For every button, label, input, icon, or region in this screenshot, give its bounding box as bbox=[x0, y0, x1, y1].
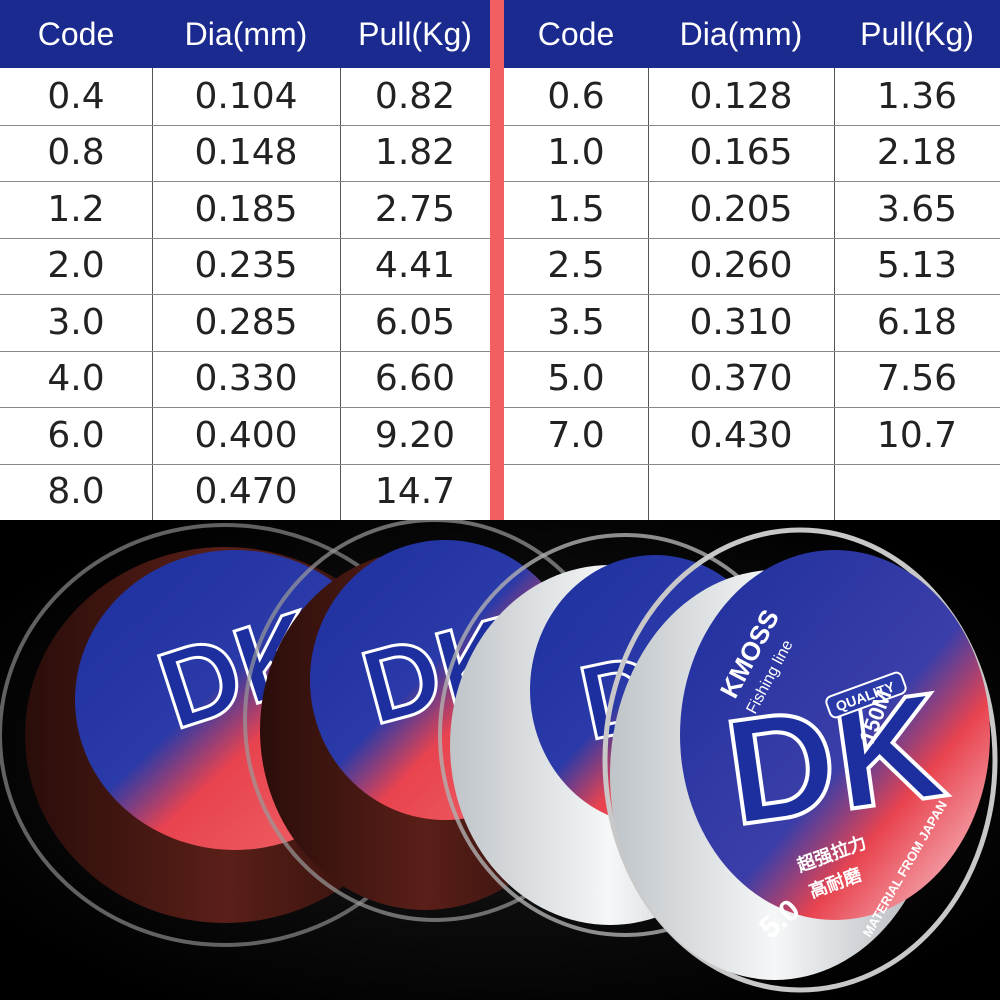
left-cell-pull: 14.7 bbox=[374, 471, 456, 513]
right-cell-code: 1.0 bbox=[547, 132, 605, 174]
left-row-divider bbox=[0, 237, 490, 239]
right-cell-code: 3.5 bbox=[547, 301, 605, 343]
right-cell-dia: 0.430 bbox=[689, 414, 793, 456]
left-row-divider bbox=[0, 181, 490, 182]
left-cell-code: 3.0 bbox=[47, 301, 105, 343]
right-cell-pull: 7.56 bbox=[876, 358, 958, 400]
right-cell-pull: 2.18 bbox=[876, 132, 958, 174]
logo-text: DK bbox=[716, 660, 954, 857]
left-cell-pull: 9.20 bbox=[374, 414, 456, 456]
right-cell-dia: 0.310 bbox=[689, 301, 793, 343]
right-cell-dia: 0.205 bbox=[689, 188, 793, 230]
right-cell-pull: 5.13 bbox=[876, 245, 958, 287]
left-row-divider bbox=[0, 350, 490, 352]
right-row-divider bbox=[504, 181, 1000, 182]
left-cell-dia: 0.104 bbox=[194, 75, 298, 117]
right-header-pull: Pull(Kg) bbox=[834, 0, 1000, 68]
table-divider bbox=[490, 0, 504, 520]
left-header-pull: Pull(Kg) bbox=[340, 0, 492, 68]
left-cell-code: 6.0 bbox=[47, 414, 105, 456]
left-cell-code: 2.0 bbox=[47, 245, 105, 287]
right-header-dia: Dia(mm) bbox=[648, 0, 834, 68]
spec-table: Code Dia(mm) Pull(Kg) 0.4 0.104 0.82 0.8 0.148 1… bbox=[0, 0, 1000, 520]
spool-4: DK KMOSS Fishing line QUALITY 150M 超强拉力 … bbox=[602, 527, 998, 993]
spools-illustration: DK DK DK DK KMOSS bbox=[0, 520, 1000, 1000]
left-cell-code: 8.0 bbox=[47, 471, 105, 513]
right-cell-code: 7.0 bbox=[547, 414, 605, 456]
spool-photo: DK DK DK DK KMOSS bbox=[0, 520, 1000, 1000]
left-cell-dia: 0.285 bbox=[194, 301, 298, 343]
left-cell-code: 0.8 bbox=[47, 132, 105, 174]
left-cell-dia: 0.470 bbox=[194, 471, 298, 513]
right-cell-code bbox=[504, 464, 648, 521]
right-row-divider bbox=[504, 407, 1000, 408]
right-row-divider bbox=[504, 237, 1000, 239]
left-cell-dia: 0.185 bbox=[194, 188, 298, 230]
left-cell-pull: 2.75 bbox=[374, 188, 456, 230]
left-row-divider bbox=[0, 294, 490, 295]
right-row-divider bbox=[504, 463, 1000, 465]
left-cell-code: 4.0 bbox=[47, 358, 105, 400]
left-cell-pull: 1.82 bbox=[374, 132, 456, 174]
right-cell-pull: 10.7 bbox=[876, 414, 958, 456]
left-cell-dia: 0.235 bbox=[194, 245, 298, 287]
right-cell-dia: 0.370 bbox=[689, 358, 793, 400]
right-cell-pull bbox=[834, 464, 1000, 521]
spec-table-right: Code Dia(mm) Pull(Kg) 0.6 0.128 1.36 1.0 0.165 2… bbox=[504, 0, 1000, 520]
right-cell-code: 1.5 bbox=[547, 188, 605, 230]
right-cell-dia: 0.165 bbox=[689, 132, 793, 174]
left-cell-code: 1.2 bbox=[47, 188, 105, 230]
right-cell-pull: 3.65 bbox=[876, 188, 958, 230]
right-cell-pull: 1.36 bbox=[876, 75, 958, 117]
right-cell-dia bbox=[648, 464, 834, 521]
left-row-divider bbox=[0, 463, 490, 465]
right-cell-code: 0.6 bbox=[547, 75, 605, 117]
left-header-code: Code bbox=[0, 0, 154, 68]
left-header-dia: Dia(mm) bbox=[152, 0, 342, 68]
right-cell-pull: 6.18 bbox=[876, 301, 958, 343]
left-cell-dia: 0.148 bbox=[194, 132, 298, 174]
left-cell-dia: 0.330 bbox=[194, 358, 298, 400]
left-row-divider bbox=[0, 124, 490, 126]
left-cell-dia: 0.400 bbox=[194, 414, 298, 456]
right-row-divider bbox=[504, 124, 1000, 126]
left-cell-pull: 4.41 bbox=[374, 245, 456, 287]
right-cell-code: 5.0 bbox=[547, 358, 605, 400]
right-header-code: Code bbox=[504, 0, 648, 68]
left-cell-code: 0.4 bbox=[47, 75, 105, 117]
right-cell-dia: 0.260 bbox=[689, 245, 793, 287]
spec-table-left: Code Dia(mm) Pull(Kg) 0.4 0.104 0.82 0.8 0.148 1… bbox=[0, 0, 492, 520]
left-cell-pull: 6.60 bbox=[374, 358, 456, 400]
left-row-divider bbox=[0, 407, 490, 408]
right-cell-code: 2.5 bbox=[547, 245, 605, 287]
left-cell-pull: 6.05 bbox=[374, 301, 456, 343]
right-row-divider bbox=[504, 350, 1000, 352]
right-row-divider bbox=[504, 294, 1000, 295]
left-cell-pull: 0.82 bbox=[374, 75, 456, 117]
right-cell-dia: 0.128 bbox=[689, 75, 793, 117]
